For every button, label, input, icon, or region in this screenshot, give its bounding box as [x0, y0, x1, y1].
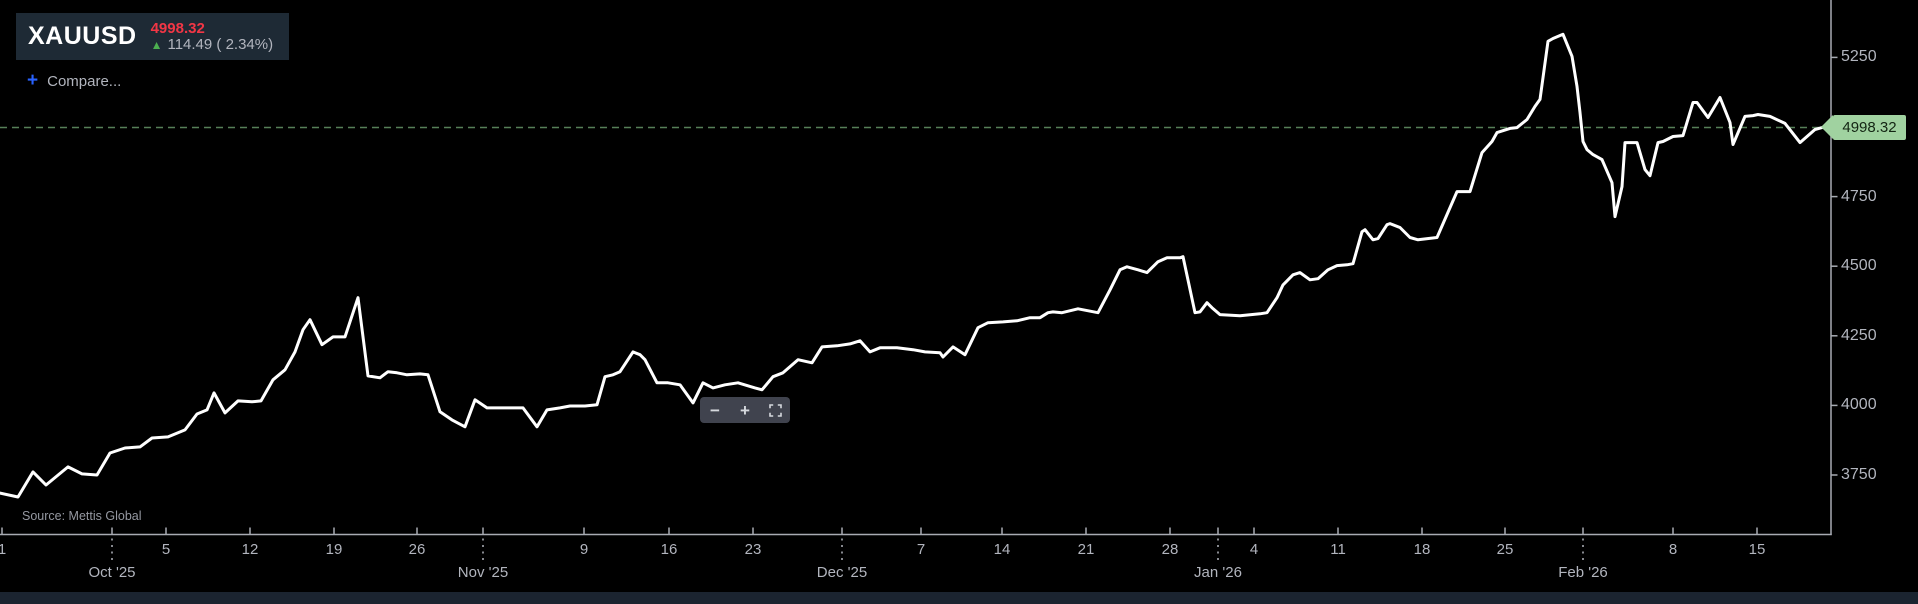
quote-block: 4998.32 ▲ 114.49 ( 2.34%) — [150, 19, 274, 53]
bottom-panel-edge — [0, 592, 1918, 604]
last-price-value: 4998.32 — [150, 19, 205, 37]
price-line — [0, 32, 1824, 499]
source-attribution: Source: Mettis Global — [22, 509, 142, 523]
x-axis-label: 7 — [916, 541, 926, 558]
x-axis-label: 5 — [161, 541, 171, 558]
x-axis-label: 28 — [1161, 541, 1179, 558]
x-axis-label: 11 — [1330, 541, 1346, 558]
zoom-out-button[interactable]: − — [710, 400, 720, 420]
time-axis[interactable]: 1 5 12 19 26 9 16 23 7 14 21 28 4 11 18 25 8 15 Oct '25 Nov… — [0, 534, 1831, 592]
x-axis-label: 15 — [1748, 541, 1766, 558]
chart-toolbar: − + — [700, 397, 790, 423]
x-axis-label: 21 — [1077, 541, 1095, 558]
x-axis-label: 16 — [660, 541, 678, 558]
x-axis-label: 1 — [0, 541, 7, 558]
month-label: Jan '26 — [1194, 564, 1242, 581]
y-axis-label: 4750 — [1841, 187, 1877, 205]
x-axis-label: 19 — [325, 541, 343, 558]
y-axis-label: 4250 — [1841, 326, 1877, 344]
fullscreen-icon — [768, 403, 782, 417]
y-axis-label: 4500 — [1841, 257, 1877, 275]
price-change: ▲ 114.49 ( 2.34%) — [150, 35, 274, 53]
plus-icon: + — [27, 70, 39, 91]
month-label: Feb '26 — [1558, 564, 1608, 581]
price-change-text: 114.49 ( 2.34%) — [167, 35, 274, 53]
last-price-axis-value: 4998.32 — [1842, 118, 1897, 136]
y-axis-label: 5250 — [1841, 48, 1877, 66]
last-price-axis-label: 4998.32 — [1821, 114, 1906, 140]
y-axis-label: 4000 — [1841, 396, 1877, 414]
zoom-in-button[interactable]: + — [740, 400, 750, 420]
y-axis-label: 3750 — [1841, 466, 1877, 483]
x-axis-label: 12 — [241, 541, 259, 558]
x-axis-label: 23 — [744, 541, 762, 558]
x-axis-label: 4 — [1249, 541, 1259, 558]
compare-label: Compare... — [47, 72, 122, 90]
compare-button[interactable]: + Compare... — [27, 70, 122, 91]
x-axis-label: 14 — [993, 541, 1011, 558]
fullscreen-button[interactable] — [761, 397, 789, 423]
x-axis-label: 26 — [408, 541, 426, 558]
x-axis-label: 9 — [579, 541, 589, 558]
x-axis-label: 25 — [1496, 541, 1514, 558]
symbol-label: XAUUSD — [28, 22, 137, 50]
x-axis-label: 18 — [1413, 541, 1431, 558]
month-label: Nov '25 — [457, 564, 509, 581]
month-label: Oct '25 — [88, 564, 136, 581]
symbol-badge: XAUUSD 4998.32 ▲ 114.49 ( 2.34%) — [16, 13, 290, 60]
month-label: Dec '25 — [816, 564, 868, 581]
price-axis[interactable]: 5250 4750 4500 4250 4000 3750 — [1831, 0, 1918, 534]
x-axis-label: 8 — [1668, 541, 1678, 558]
arrow-up-icon: ▲ — [150, 37, 163, 52]
